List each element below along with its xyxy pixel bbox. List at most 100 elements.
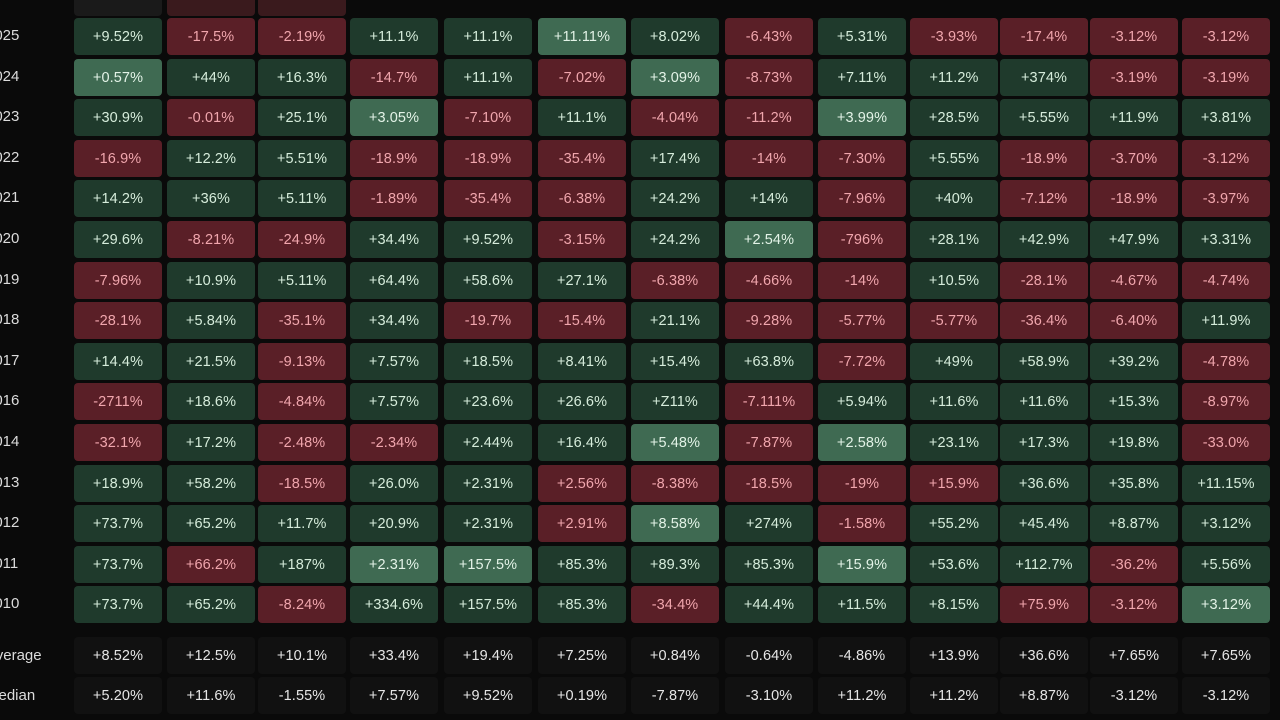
row-label: 2017	[0, 352, 20, 369]
row-label: 2012	[0, 514, 20, 531]
summary-cell: +7.65%	[1182, 637, 1270, 674]
heatmap-cell: +19.8%	[1090, 424, 1178, 461]
heatmap-cell: +5.51%	[258, 140, 346, 177]
row-label: 2020	[0, 230, 20, 247]
heatmap-cell: -14%	[725, 140, 813, 177]
heatmap-cell: +5.31%	[818, 18, 906, 55]
heatmap-cell: -7.72%	[818, 343, 906, 380]
summary-cell: -0.64%	[725, 637, 813, 674]
heatmap-cell: +11.1%	[444, 18, 532, 55]
summary-cell: -4.86%	[818, 637, 906, 674]
summary-cell: -7.87%	[631, 677, 719, 714]
heatmap-cell: -3.19%	[1090, 59, 1178, 96]
heatmap-cell: -18.9%	[1000, 140, 1088, 177]
heatmap-cell: -7.96%	[74, 262, 162, 299]
heatmap-cell: -17.5%	[167, 18, 255, 55]
row-label: Average	[0, 647, 42, 664]
heatmap-cell: -4.04%	[631, 99, 719, 136]
heatmap-cell: +26.0%	[350, 465, 438, 502]
heatmap-cell: -6.43%	[725, 18, 813, 55]
heatmap-cell: +85.3%	[538, 586, 626, 623]
heatmap-cell: +5.11%	[258, 180, 346, 217]
row-label: 2024	[0, 68, 20, 85]
heatmap-cell: +17.2%	[167, 424, 255, 461]
heatmap-cell: -28.1%	[1000, 262, 1088, 299]
heatmap-cell: -3.12%	[1182, 140, 1270, 177]
heatmap-cell: -6.40%	[1090, 302, 1178, 339]
heatmap-cell: +11.15%	[1182, 465, 1270, 502]
heatmap-cell: -7.87%	[725, 424, 813, 461]
heatmap-cell: +73.7%	[74, 505, 162, 542]
heatmap-cell: -8.24%	[258, 586, 346, 623]
heatmap-cell: +30.9%	[74, 99, 162, 136]
heatmap-cell: +3.31%	[1182, 221, 1270, 258]
heatmap-cell: +18.6%	[167, 383, 255, 420]
heatmap-cell: +11.7%	[258, 505, 346, 542]
heatmap-cell: +2.91%	[538, 505, 626, 542]
summary-cell: +19.4%	[444, 637, 532, 674]
heatmap-cell: +157.5%	[444, 546, 532, 583]
heatmap-cell: -19.7%	[444, 302, 532, 339]
heatmap-cell: -1.89%	[350, 180, 438, 217]
heatmap-cell: -5.77%	[910, 302, 998, 339]
heatmap-cell: -796%	[818, 221, 906, 258]
heatmap-cell: +10.5%	[910, 262, 998, 299]
summary-cell: +8.52%	[74, 637, 162, 674]
heatmap-cell: +3.12%	[1182, 586, 1270, 623]
heatmap-cell: -36.2%	[1090, 546, 1178, 583]
heatmap-cell: -3.93%	[910, 18, 998, 55]
heatmap-cell: +75.9%	[1000, 586, 1088, 623]
summary-cell: +0.84%	[631, 637, 719, 674]
heatmap-cell: +11.1%	[538, 99, 626, 136]
heatmap-cell: +44%	[167, 59, 255, 96]
heatmap-cell: +58.9%	[1000, 343, 1088, 380]
row-label: 2021	[0, 189, 20, 206]
heatmap-cell: +8.41%	[538, 343, 626, 380]
heatmap-cell: +274%	[725, 505, 813, 542]
heatmap-cell: +21.5%	[167, 343, 255, 380]
heatmap-cell: +2.56%	[538, 465, 626, 502]
heatmap-cell: -9.13%	[258, 343, 346, 380]
heatmap-cell: +39.2%	[1090, 343, 1178, 380]
heatmap-cell: +15.3%	[1090, 383, 1178, 420]
heatmap-cell: +11.6%	[910, 383, 998, 420]
heatmap-cell: +47.9%	[1090, 221, 1178, 258]
summary-cell: -3.10%	[725, 677, 813, 714]
summary-cell: +7.25%	[538, 637, 626, 674]
heatmap-cell: +17.3%	[1000, 424, 1088, 461]
heatmap-cell: +66.2%	[167, 546, 255, 583]
heatmap-cell: +16.4%	[538, 424, 626, 461]
heatmap-cell: -7.02%	[538, 59, 626, 96]
summary-cell: +0.19%	[538, 677, 626, 714]
summary-cell: +9.52%	[444, 677, 532, 714]
heatmap-cell: +3.99%	[818, 99, 906, 136]
heatmap-cell: +334.6%	[350, 586, 438, 623]
heatmap-cell: +157.5%	[444, 586, 532, 623]
heatmap-cell: +7.57%	[350, 343, 438, 380]
heatmap-cell: -3.12%	[1090, 18, 1178, 55]
heatmap-cell: -18.9%	[444, 140, 532, 177]
heatmap-cell: +11.5%	[818, 586, 906, 623]
heatmap-cell: +5.48%	[631, 424, 719, 461]
heatmap-cell: +29.6%	[74, 221, 162, 258]
row-label: 2023	[0, 108, 20, 125]
cropped-cell	[74, 0, 162, 16]
heatmap-cell: -34.4%	[631, 586, 719, 623]
heatmap-cell: -35.1%	[258, 302, 346, 339]
heatmap-cell: +7.11%	[818, 59, 906, 96]
row-label: 2025	[0, 27, 20, 44]
heatmap-cell: +2.31%	[444, 505, 532, 542]
heatmap-cell: -3.19%	[1182, 59, 1270, 96]
heatmap-cell: +187%	[258, 546, 346, 583]
heatmap-cell: +49%	[910, 343, 998, 380]
heatmap-cell: +0.57%	[74, 59, 162, 96]
heatmap-cell: -7.30%	[818, 140, 906, 177]
heatmap-cell: +11.6%	[1000, 383, 1088, 420]
heatmap-cell: -4.66%	[725, 262, 813, 299]
summary-cell: +13.9%	[910, 637, 998, 674]
summary-cell: +12.5%	[167, 637, 255, 674]
summary-cell: +5.20%	[74, 677, 162, 714]
heatmap-cell: +8.58%	[631, 505, 719, 542]
heatmap-cell: +34.4%	[350, 221, 438, 258]
heatmap-cell: -28.1%	[74, 302, 162, 339]
